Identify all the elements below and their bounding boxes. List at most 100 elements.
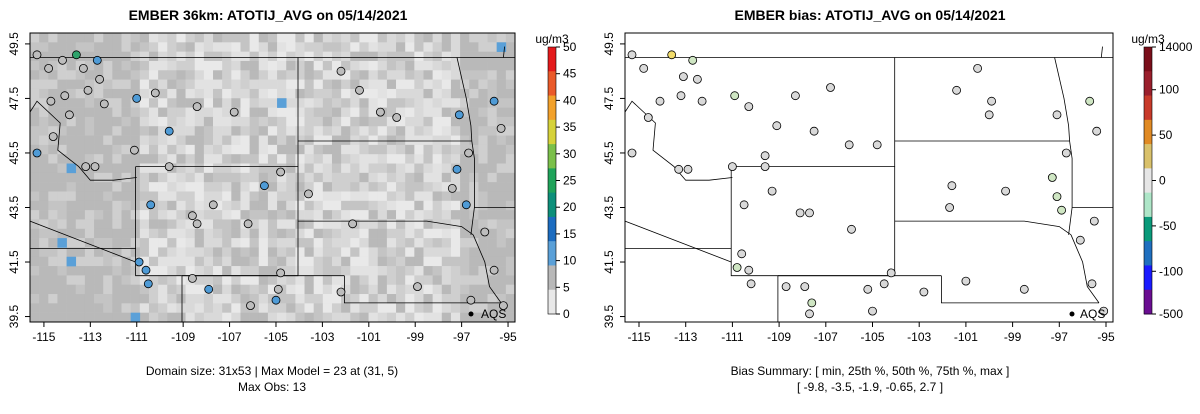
model-cell [478,200,488,211]
model-cell [203,303,214,313]
model-cell [39,135,49,146]
model-cell [313,33,324,43]
model-cell [487,200,497,211]
model-cell [277,191,287,202]
model-cell [139,42,150,52]
model-cell [322,294,333,304]
model-cell [322,182,333,192]
model-cell [222,228,232,239]
model-cell [295,116,305,127]
model-cell [222,79,232,90]
model-cell [84,126,95,136]
model-cell [231,191,241,202]
model-cell [158,135,168,146]
model-cell [258,228,269,239]
model-cell [158,294,168,304]
x-tick-label: -105 [264,330,288,344]
model-cell [441,294,452,304]
model-cell [103,154,113,164]
model-cell [469,60,479,71]
model-cell [30,210,40,220]
model-cell [450,144,461,155]
model-cell [313,116,324,127]
model-cell [304,60,314,71]
model-cell [185,126,196,136]
model-cell [94,219,104,230]
model-cell [203,126,214,136]
model-cell [341,266,351,276]
model-cell [66,70,77,80]
x-tick-label: -95 [1097,330,1115,344]
model-cell [377,182,388,192]
model-cell [450,172,461,183]
model-cell [84,228,95,239]
model-cell [341,247,351,258]
model-cell [304,210,314,220]
model-cell [313,42,324,52]
model-cell [350,144,360,155]
model-cell [469,172,479,183]
model-cell [313,312,324,323]
model-cell [450,135,461,146]
model-cell [231,42,241,52]
model-cell [185,51,196,62]
model-cell [130,284,141,295]
model-cell [203,60,214,71]
model-cell [487,163,497,174]
colorbar-tick-label: 50 [1159,128,1173,142]
model-cell [450,79,461,90]
model-cell [295,182,305,192]
model-cell [103,42,113,52]
model-cell [139,294,150,304]
model-cell [267,284,278,295]
model-cell [148,107,159,118]
colorbar-segment [1144,47,1152,72]
model-cell [66,284,77,295]
model-cell [505,284,516,295]
model-cell [103,70,113,80]
model-cell [249,126,260,136]
model-cell [158,256,168,267]
model-cell [84,210,95,220]
model-cell [469,51,479,62]
station-marker [187,273,197,283]
station-marker [1092,126,1102,136]
model-cell [130,51,141,62]
station-marker [134,257,144,267]
model-cell [194,33,205,43]
station-marker [150,88,160,98]
model-cell [505,116,516,127]
left-footer-domain: Domain size: 31x53 | Max Model = 23 at (… [146,364,398,378]
model-cell [386,88,397,99]
model-cell [222,284,232,295]
x-tick-label: -111 [126,330,149,344]
model-cell [75,191,86,202]
model-cell [258,79,269,90]
model-cell [359,219,369,230]
model-cell [267,116,278,127]
model-cell [158,116,168,127]
model-cell [341,144,351,155]
model-cell [112,294,122,304]
model-cell [277,70,287,80]
model-cell [368,51,379,62]
colorbar-tick-label: 0 [1159,174,1166,188]
model-cell [313,228,324,239]
model-cell [249,163,260,174]
model-cell [249,238,260,248]
model-cell [112,312,122,323]
model-cell [441,42,452,52]
right-panel: EMBER bias: ATOTIJ_AVG on 05/14/2021 AQS… [602,7,1193,394]
model-cell [249,88,260,99]
model-cell [350,33,360,43]
model-cell [441,126,452,136]
model-cell [158,79,168,90]
model-cell [460,284,470,295]
station-marker [259,181,269,191]
model-cell [240,210,250,220]
model-cell [359,275,369,286]
model-cell [405,79,415,90]
model-cell [295,210,305,220]
model-cell [66,200,77,211]
station-marker [81,162,91,172]
